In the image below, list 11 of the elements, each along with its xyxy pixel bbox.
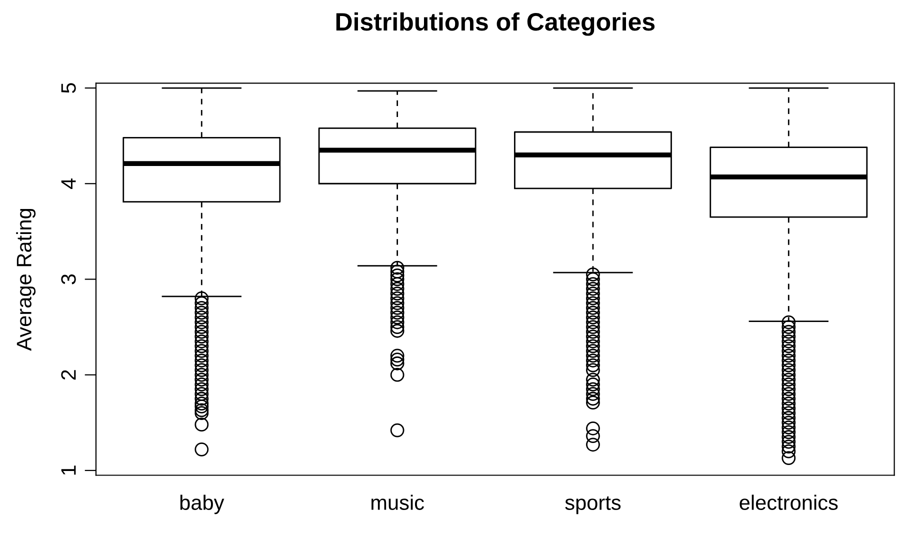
y-tick-label: 1	[61, 466, 76, 475]
y-tick-label: 3	[61, 274, 76, 284]
x-tick-label: electronics	[740, 494, 838, 510]
y-tick-label: 5	[61, 83, 76, 93]
x-tick-label: music	[371, 494, 424, 510]
chart-title: Distributions of Categories	[336, 12, 655, 36]
y-axis-title: Average Rating	[16, 208, 36, 351]
x-tick-label: sports	[565, 496, 621, 514]
y-tick-label: 2	[61, 370, 76, 380]
x-tick-label: baby	[180, 494, 224, 514]
y-tick-label: 4	[61, 178, 76, 189]
